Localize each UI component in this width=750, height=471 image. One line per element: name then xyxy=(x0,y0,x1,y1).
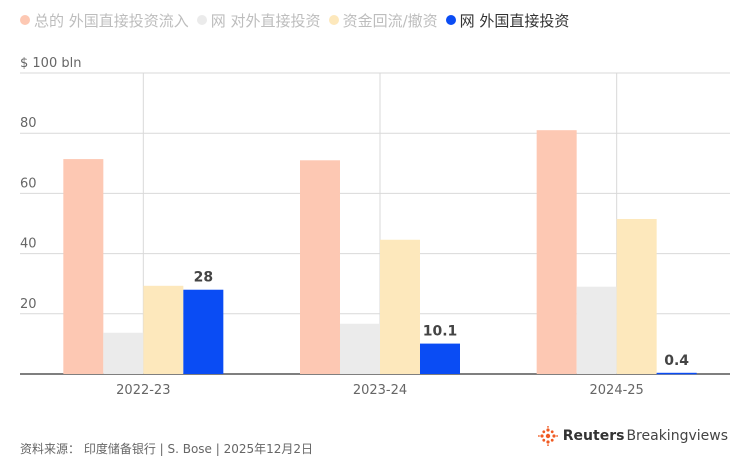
brand-logo: Reuters Breakingviews xyxy=(537,426,728,446)
y-tick-label: 20 xyxy=(20,297,37,312)
legend-dot-icon xyxy=(196,15,207,25)
bar xyxy=(576,286,617,374)
x-tick-label: 2023-24 xyxy=(353,383,407,398)
chart-legend: 总的 外国直接投资流入 网 对外直接投资 资金回流/撤资 网 外国直接投资 xyxy=(20,8,577,32)
legend-dot-icon xyxy=(445,15,456,25)
bar xyxy=(103,332,144,374)
legend-item-net-outward-fdi: 网 对外直接投资 xyxy=(196,10,321,31)
legend-label: 网 对外直接投资 xyxy=(210,11,321,30)
bars xyxy=(63,130,697,375)
legend-item-net-fdi: 网 外国直接投资 xyxy=(445,10,570,31)
legend-label: 网 外国直接投资 xyxy=(459,11,570,30)
brand-name-light: Breakingviews xyxy=(626,428,728,444)
legend-item-gross-fdi-inflows: 总的 外国直接投资流入 xyxy=(20,10,189,31)
legend-dot-icon xyxy=(20,15,30,25)
data-label: 28 xyxy=(194,270,213,286)
bar xyxy=(183,289,224,374)
source-note: 资料来源： 印度储备银行 | S. Bose | 2025年12月2日 xyxy=(20,442,314,456)
bar xyxy=(420,343,460,374)
x-tick-label: 2022-23 xyxy=(116,383,170,398)
bar xyxy=(143,285,184,374)
bar xyxy=(536,130,577,374)
legend-label: 总的 外国直接投资流入 xyxy=(34,11,189,30)
y-tick-label: 40 xyxy=(20,237,37,252)
data-label: 0.4 xyxy=(664,353,689,369)
brand-name-bold: Reuters xyxy=(562,428,625,444)
reuters-dot-logo-icon xyxy=(537,426,558,446)
legend-label: 资金回流/撤资 xyxy=(342,11,438,30)
y-tick-label: $ 100 bln xyxy=(20,56,81,71)
bar xyxy=(340,323,380,374)
labels: 20 40 60 80 $ 100 bln 28 2022-23 10.1 2023-24 0.4… xyxy=(20,56,689,398)
y-tick-label: 60 xyxy=(20,176,37,191)
bar xyxy=(380,239,420,374)
bar xyxy=(616,218,657,374)
bar xyxy=(300,160,340,374)
data-label: 10.1 xyxy=(423,324,458,340)
bar xyxy=(656,372,697,375)
legend-dot-icon xyxy=(328,15,339,25)
legend-item-repatriation: 资金回流/撤资 xyxy=(328,10,438,31)
bar xyxy=(63,159,104,374)
x-tick-label: 2024-25 xyxy=(590,383,644,398)
y-tick-label: 80 xyxy=(20,116,37,131)
